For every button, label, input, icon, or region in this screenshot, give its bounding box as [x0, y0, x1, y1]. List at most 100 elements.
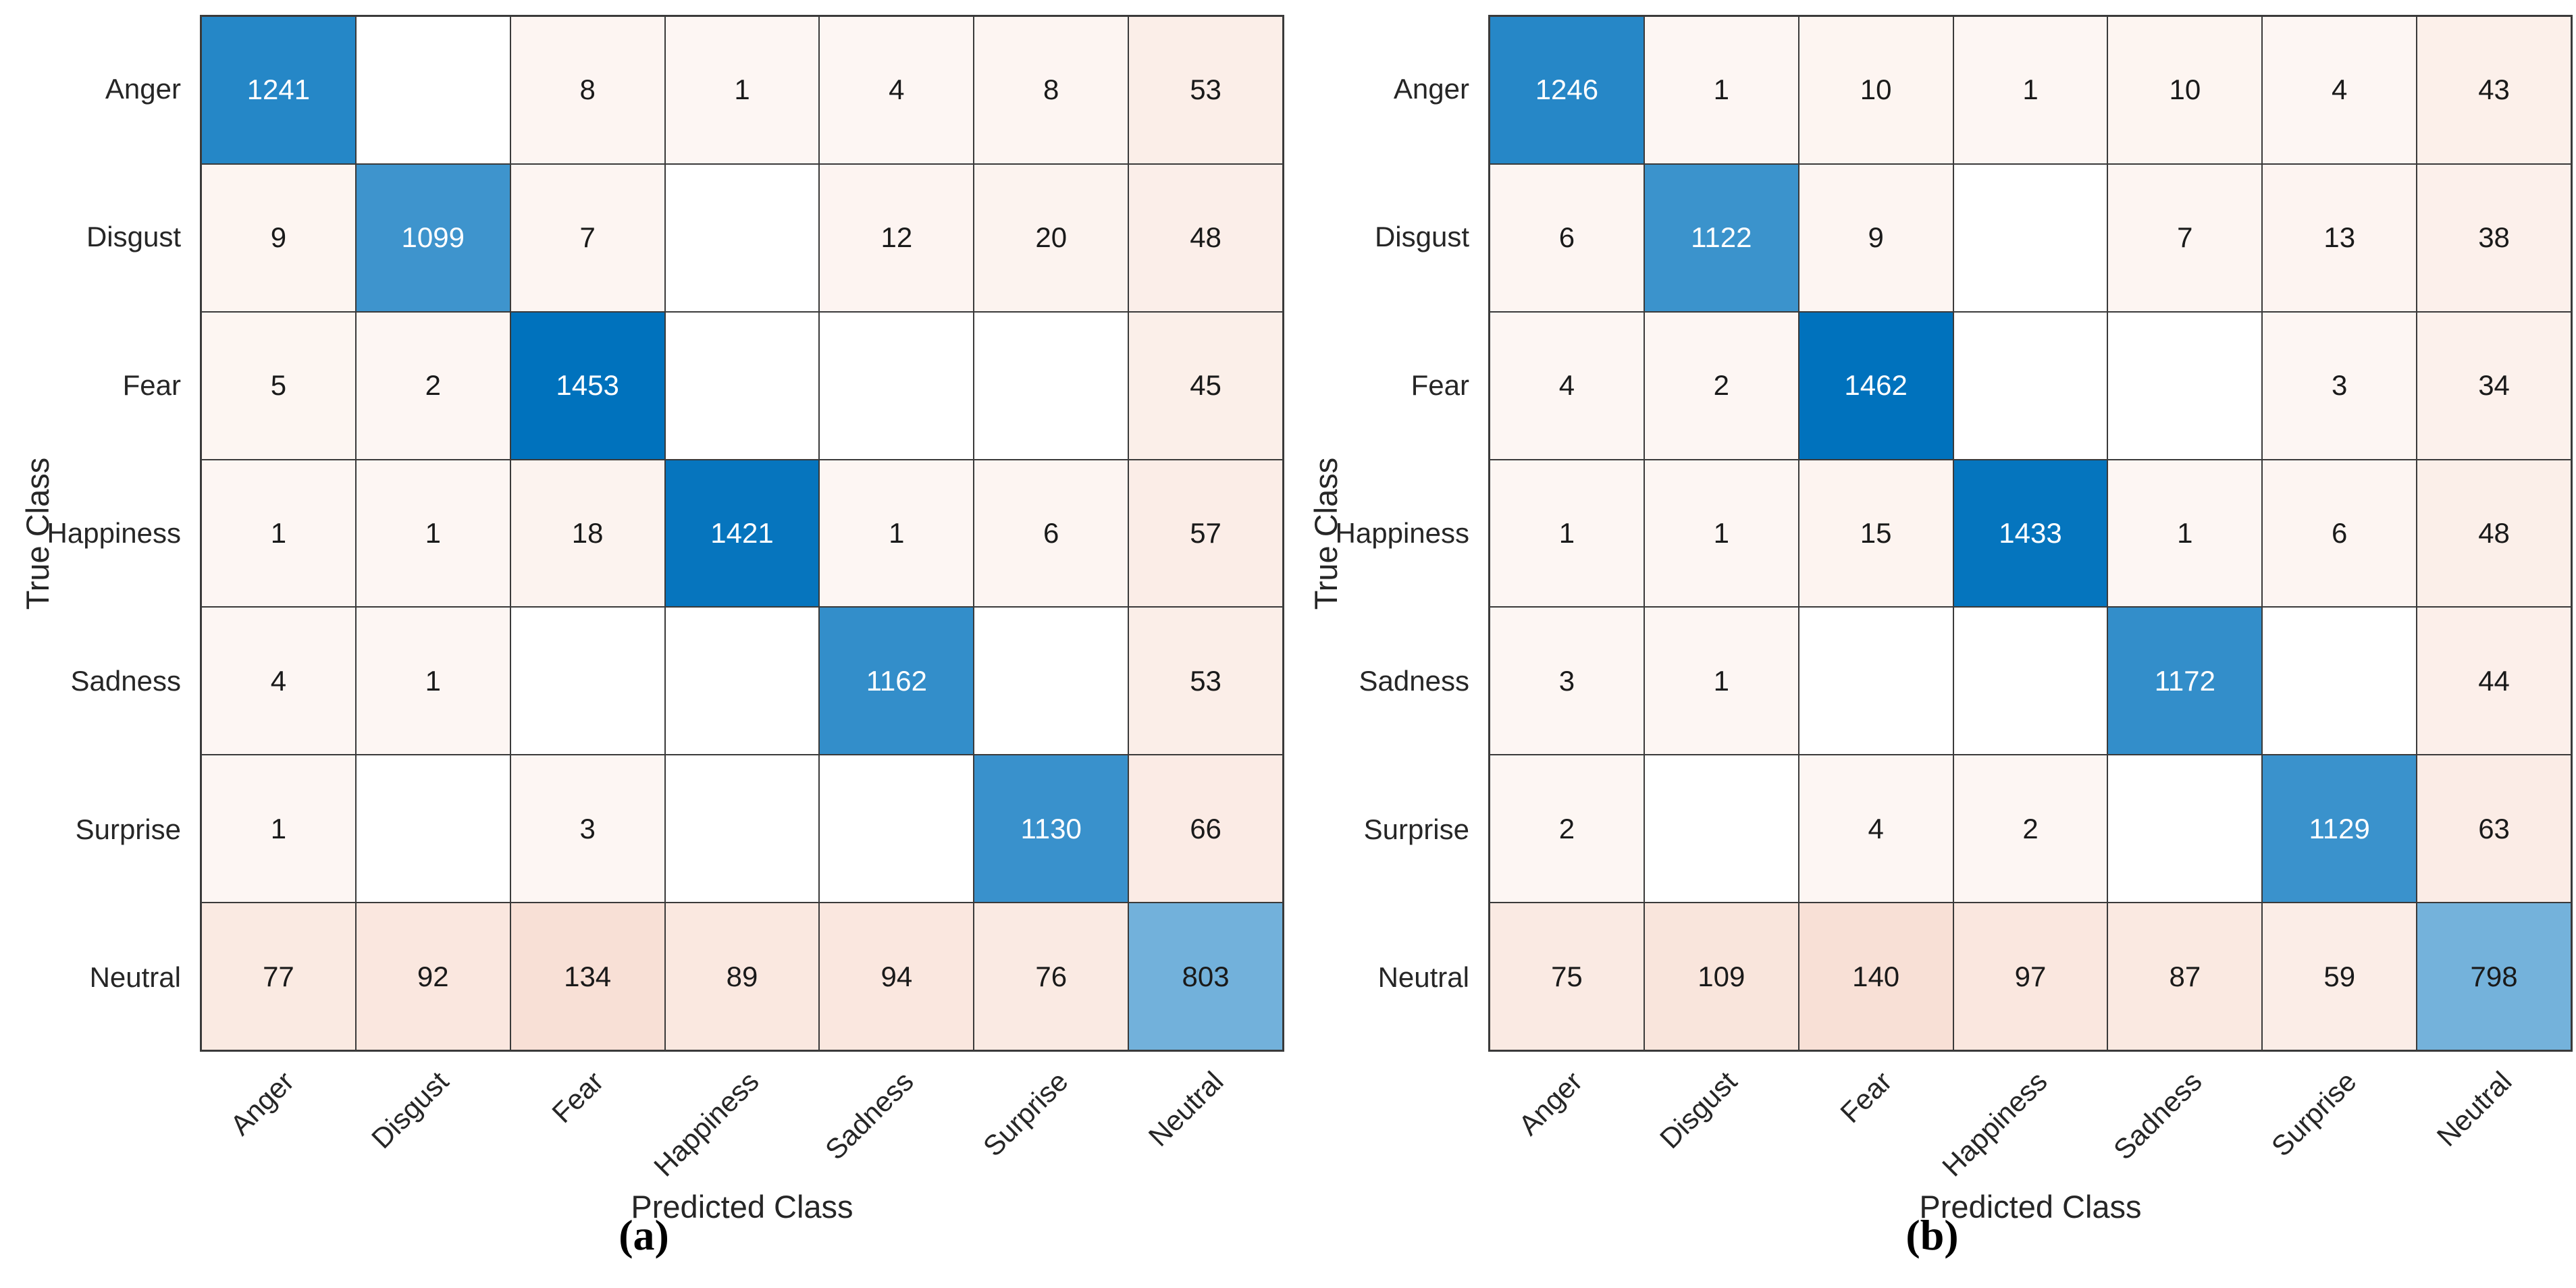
matrix-cell: 2: [1490, 755, 1644, 903]
matrix-cell: 798: [2417, 903, 2571, 1050]
matrix-cell: 20: [974, 164, 1128, 311]
row-label: Fear: [122, 369, 181, 401]
matrix-cell: [1953, 164, 2107, 311]
row-label: Disgust: [86, 221, 181, 253]
matrix-cell: 7: [2108, 164, 2262, 311]
matrix-cell: 1: [2108, 460, 2262, 607]
matrix-cell: 53: [1129, 608, 1282, 755]
matrix-cell: 9: [1799, 164, 1953, 311]
col-label-slot: Disgust: [354, 1053, 509, 1205]
matrix-cell: 7: [510, 164, 664, 311]
row-label: Happiness: [1335, 516, 1469, 549]
matrix-cell: [665, 608, 819, 755]
col-labels-b: Anger Disgust Fear Happiness Sadness Surprise…: [1488, 1053, 2573, 1205]
matrix-cell: 63: [2417, 755, 2571, 903]
matrix-cell: 8: [974, 17, 1128, 163]
col-labels-a: Anger Disgust Fear Happiness Sadness Surprise…: [200, 1053, 1284, 1205]
col-label: Fear: [546, 1065, 610, 1129]
matrix-cell: 5: [202, 312, 355, 459]
matrix-cell: 140: [1799, 903, 1953, 1050]
matrix-cell: 9: [202, 164, 355, 311]
col-label: Happiness: [1935, 1065, 2053, 1183]
matrix-cell: 1: [202, 755, 355, 903]
matrix-cell: 803: [1129, 903, 1282, 1050]
matrix-cell: 4: [2263, 17, 2417, 163]
matrix-cell: 3: [1490, 608, 1644, 755]
matrix-cell: 1462: [1799, 312, 1953, 459]
matrix-cell: 1130: [974, 755, 1128, 903]
panel-a: True Class Anger Disgust Fear Happiness Sadn…: [0, 15, 1284, 1259]
row-labels-a: Anger Disgust Fear Happiness Sadness Surprise…: [0, 15, 190, 1052]
matrix-cell: 1099: [356, 164, 510, 311]
x-axis-title-b: Predicted Class: [1919, 1189, 2142, 1225]
col-label: Happiness: [647, 1065, 765, 1183]
row-label: Surprise: [1363, 813, 1469, 845]
matrix-cell: [974, 608, 1128, 755]
matrix-cell: 1: [356, 460, 510, 607]
col-label: Anger: [224, 1065, 300, 1142]
matrix-cell: 75: [1490, 903, 1644, 1050]
caption-a: (a): [619, 1211, 669, 1259]
row-label: Anger: [1393, 72, 1469, 105]
matrix-cell: 1129: [2263, 755, 2417, 903]
matrix-cell: 57: [1129, 460, 1282, 607]
matrix-cell: 94: [820, 903, 974, 1050]
col-label-slot: Anger: [1488, 1053, 1643, 1205]
matrix-cell: 1: [1644, 608, 1798, 755]
row-label: Sadness: [1359, 665, 1469, 697]
matrix-cell: [665, 164, 819, 311]
matrix-cell: 13: [2263, 164, 2417, 311]
matrix-cell: 3: [2263, 312, 2417, 459]
col-label-slot: Surprise: [2263, 1053, 2417, 1205]
matrix-cell: 1421: [665, 460, 819, 607]
matrix-cell: 10: [1799, 17, 1953, 163]
matrix-cell: 43: [2417, 17, 2571, 163]
matrix-cell: 97: [1953, 903, 2107, 1050]
matrix-cell: 45: [1129, 312, 1282, 459]
matrix-cell: 6: [2263, 460, 2417, 607]
matrix-cell: 4: [1490, 312, 1644, 459]
matrix-cell: 134: [510, 903, 664, 1050]
matrix-cell: 1172: [2108, 608, 2262, 755]
row-label: Disgust: [1374, 221, 1469, 253]
matrix-cell: 1241: [202, 17, 355, 163]
matrix-cell: 89: [665, 903, 819, 1050]
col-label-slot: Neutral: [1130, 1053, 1284, 1205]
matrix-cell: 1162: [820, 608, 974, 755]
matrix-cell: 1: [1490, 460, 1644, 607]
matrix-cell: [820, 312, 974, 459]
matrix-cell: 1: [202, 460, 355, 607]
caption-b: (b): [1905, 1211, 1959, 1259]
col-label-slot: Happiness: [1936, 1053, 2107, 1205]
matrix-cell: [2108, 312, 2262, 459]
matrix-cell: [820, 755, 974, 903]
col-label: Anger: [1512, 1065, 1588, 1142]
matrix-cell: 1: [665, 17, 819, 163]
col-label-slot: Fear: [510, 1053, 664, 1205]
matrix-cell: 1: [1644, 17, 1798, 163]
matrix-cell: [356, 17, 510, 163]
matrix-cell: 44: [2417, 608, 2571, 755]
matrix-cell: [974, 312, 1128, 459]
matrix-cell: 4: [202, 608, 355, 755]
matrix-cell: 8: [510, 17, 664, 163]
row-labels-b: Anger Disgust Fear Happiness Sadness Surprise…: [1288, 15, 1479, 1052]
matrix-cell: [1953, 312, 2107, 459]
matrix-cell: 1: [356, 608, 510, 755]
matrix-cell: [356, 755, 510, 903]
matrix-cell: 4: [1799, 755, 1953, 903]
matrix-cell: 3: [510, 755, 664, 903]
matrix-cell: 2: [356, 312, 510, 459]
matrix-cell: 48: [2417, 460, 2571, 607]
col-label: Sadness: [818, 1065, 920, 1166]
matrix-cell: 92: [356, 903, 510, 1050]
col-label-slot: Sadness: [818, 1053, 974, 1205]
matrix-cell: 1: [1644, 460, 1798, 607]
matrix-cell: 10: [2108, 17, 2262, 163]
col-label-slot: Anger: [200, 1053, 354, 1205]
matrix-cell: [510, 608, 664, 755]
col-label: Surprise: [977, 1065, 1075, 1162]
col-label-slot: Disgust: [1643, 1053, 1797, 1205]
matrix-cell: 18: [510, 460, 664, 607]
